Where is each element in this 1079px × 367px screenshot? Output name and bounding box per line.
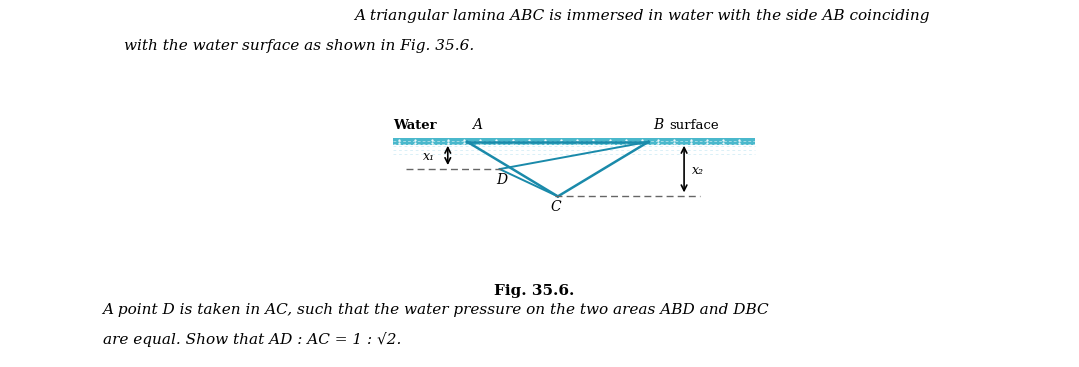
Text: Water: Water [393, 119, 436, 132]
Text: D: D [496, 173, 507, 187]
Text: with the water surface as shown in Fig. 35.6.: with the water surface as shown in Fig. … [124, 39, 475, 52]
Text: Fig. 35.6.: Fig. 35.6. [494, 284, 574, 298]
Text: x₁: x₁ [423, 150, 435, 163]
Polygon shape [393, 138, 755, 145]
Text: A point D is taken in AC, such that the water pressure on the two areas ABD and : A point D is taken in AC, such that the … [103, 303, 769, 317]
Text: x₂: x₂ [692, 164, 704, 177]
Text: A: A [473, 118, 482, 132]
Text: B: B [654, 118, 664, 132]
Text: surface: surface [669, 119, 719, 132]
Text: A triangular lamina ABC is immersed in water with the side AB coinciding: A triangular lamina ABC is immersed in w… [354, 9, 930, 23]
Text: C: C [550, 200, 561, 214]
Text: are equal. Show that AD : AC = 1 : √2.: are equal. Show that AD : AC = 1 : √2. [103, 332, 401, 347]
